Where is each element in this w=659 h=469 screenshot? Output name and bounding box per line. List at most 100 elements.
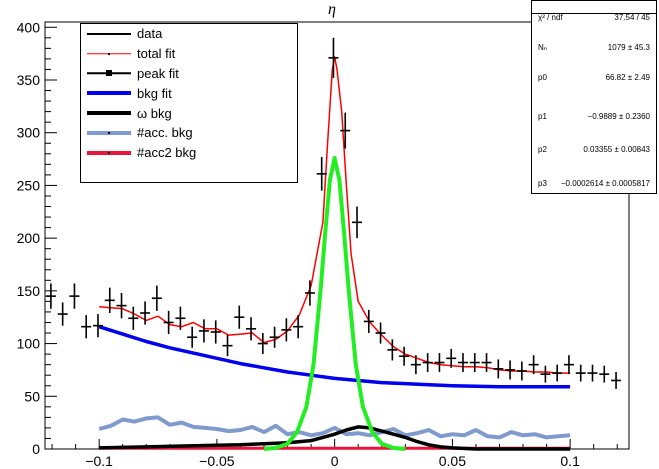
legend-swatch	[87, 123, 131, 143]
data-point	[304, 280, 315, 306]
data-point	[410, 355, 421, 375]
legend-label: #acc2 bkg	[137, 145, 197, 161]
data-point	[81, 315, 92, 339]
legend-swatch	[87, 64, 131, 84]
y-tick-label: 150	[17, 283, 41, 299]
stats-value: 66.82 ± 2.49	[605, 72, 650, 82]
data-point	[528, 355, 539, 375]
legend-marker	[108, 151, 110, 154]
legend-swatch	[87, 103, 131, 123]
stats-name: p0	[538, 72, 547, 82]
legend-swatch-line	[87, 111, 131, 116]
data-point	[57, 302, 68, 326]
data-point	[222, 335, 233, 357]
data-point	[45, 283, 56, 309]
stats-value: 0.03355 ± 0.00843	[583, 144, 650, 154]
legend-label: total fit	[137, 46, 176, 62]
data-point	[163, 310, 174, 335]
stats-value: −0.0002614 ± 0.0005817	[560, 178, 650, 188]
chart-title: η	[328, 1, 336, 18]
y-tick-label: 50	[24, 388, 40, 404]
series-line-bkg	[99, 425, 571, 451]
data-point	[234, 305, 245, 329]
stats-name: p1	[538, 111, 547, 121]
data-point	[257, 333, 268, 355]
data-point	[375, 322, 386, 344]
series-line-bkg-fit	[98, 325, 571, 389]
y-tick-label: 250	[17, 177, 41, 193]
y-tick-label: 300	[17, 125, 41, 141]
legend-swatch	[87, 24, 131, 44]
data-point	[269, 326, 280, 348]
data-point	[328, 37, 339, 78]
data-point	[104, 287, 115, 313]
data-point	[316, 156, 327, 191]
data-point	[446, 348, 457, 368]
data-point	[363, 309, 374, 334]
data-point	[340, 112, 351, 149]
legend-marker	[108, 131, 110, 134]
data-point	[552, 364, 563, 382]
stats-name: Nₙ	[538, 42, 547, 52]
data-point	[493, 359, 504, 379]
legend-swatch-line	[87, 91, 131, 96]
x-tick-label: 0.05	[439, 453, 466, 469]
legend-entry: #acc2 bkg	[81, 143, 297, 163]
data-point	[563, 355, 574, 375]
stats-row: p2 0.03355 ± 0.00843	[538, 143, 650, 155]
stats-value: −0.9889 ± 0.2360	[587, 111, 650, 121]
y-tick-label: 100	[17, 336, 41, 352]
data-point	[246, 317, 257, 341]
data-point	[187, 326, 198, 348]
stats-row: p0 66.82 ± 2.49	[538, 71, 650, 83]
data-point	[469, 353, 480, 373]
data-point	[540, 365, 551, 383]
legend-label: ω bkg	[137, 105, 172, 121]
legend-entry: total fit	[81, 44, 297, 64]
data-point	[352, 206, 363, 239]
stats-value: 1079 ± 45.3	[607, 42, 650, 52]
data-point	[69, 283, 80, 309]
legend-label: peak fit	[137, 65, 179, 81]
legend-marker	[108, 52, 110, 55]
data-point	[611, 372, 622, 389]
y-tick-label: 0	[32, 441, 40, 457]
x-tick-label: −0.05	[199, 453, 235, 469]
data-point	[116, 292, 127, 319]
x-tick-label: −0.1	[85, 453, 113, 469]
stats-title-bar	[532, 1, 656, 14]
legend-swatch	[87, 143, 131, 163]
data-point	[198, 319, 209, 343]
x-axis: −0.1 −0.05 0 0.05 0.1	[51, 439, 618, 469]
legend-entry: peak fit	[81, 64, 297, 84]
data-point	[575, 364, 586, 382]
y-tick-label: 400	[17, 19, 41, 35]
legend-entry: #acc. bkg	[81, 123, 297, 143]
x-tick-label: 0	[331, 453, 339, 469]
data-point	[422, 353, 433, 373]
legend-swatch	[87, 83, 131, 103]
data-point	[293, 315, 304, 339]
data-point	[128, 306, 139, 330]
data-point	[175, 306, 186, 330]
data-point	[281, 318, 292, 342]
data-point	[599, 365, 610, 383]
legend-label: data	[137, 26, 163, 42]
stats-row: p1 −0.9889 ± 0.2360	[538, 110, 650, 122]
legend: data total fit peak fit bkg fit ω bkg #acc. b…	[80, 23, 298, 183]
legend-entry: bkg fit	[81, 83, 297, 103]
data-point	[516, 361, 527, 381]
legend-label: #acc. bkg	[137, 125, 193, 141]
legend-swatch	[87, 44, 131, 64]
data-point	[92, 314, 103, 338]
legend-entry: ω bkg	[81, 103, 297, 123]
data-point	[387, 339, 398, 361]
data-point	[587, 364, 598, 382]
series-line-peak-fit	[263, 156, 406, 451]
series-line-acc-bkg	[98, 415, 571, 440]
data-point	[481, 353, 492, 373]
data-point	[140, 301, 151, 325]
y-axis: 0 50 100 150 200 250 300 350 400	[17, 19, 57, 457]
data-point	[434, 353, 445, 373]
